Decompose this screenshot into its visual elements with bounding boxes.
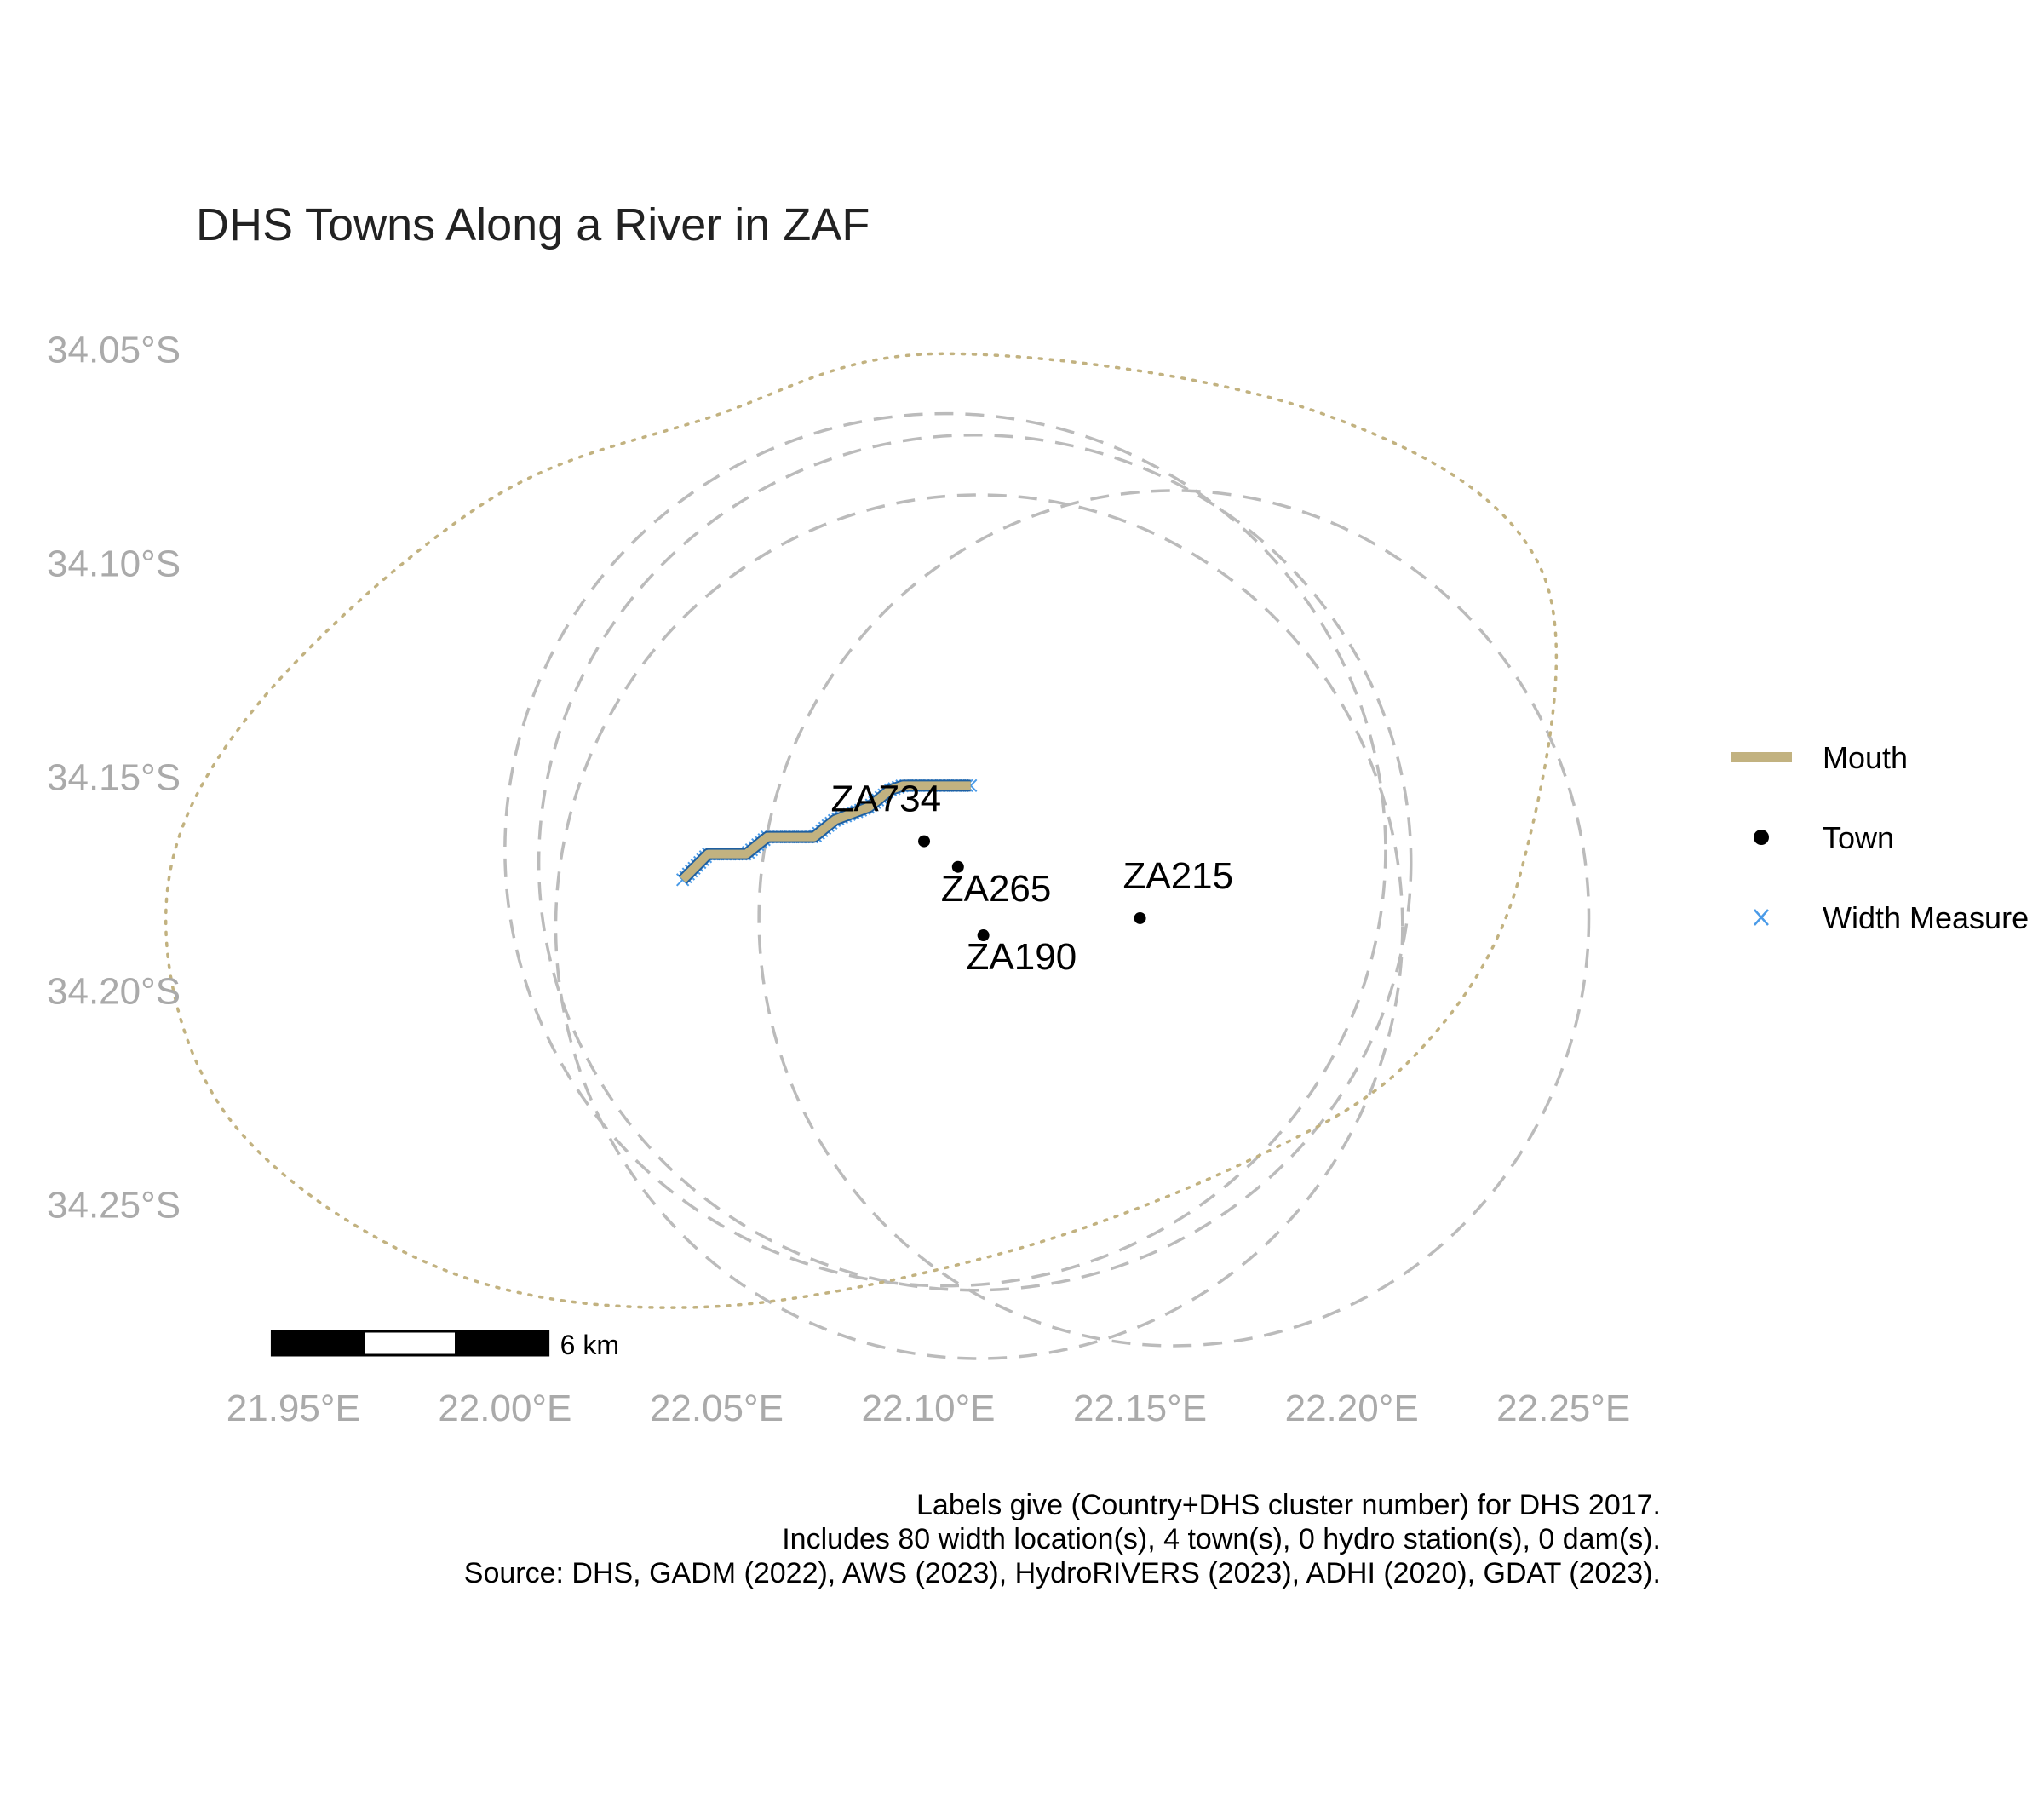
axis-layer: 21.95°E 22.00°E 22.05°E 22.10°E 22.15°E 22.20… [47, 329, 1630, 1429]
buffer-layer [164, 352, 1591, 1360]
towns-layer: ZA734 ZA265 ZA190 ZA215 [830, 778, 1233, 978]
town-point-za215 [1134, 911, 1146, 924]
town-buffer-circle-1 [503, 411, 1387, 1288]
town-buffer-circle-3 [554, 493, 1404, 1360]
scale-bar-segment [362, 1330, 458, 1357]
scale-bar-label: 6 km [560, 1330, 619, 1360]
town-label-za215: ZA215 [1122, 855, 1233, 897]
town-label-za734: ZA734 [830, 778, 941, 819]
town-label-za190: ZA190 [967, 936, 1077, 978]
x-tick-label: 21.95°E [227, 1388, 360, 1429]
legend-key-town-dot [1754, 830, 1769, 845]
legend: Mouth Town Width Measure [1731, 740, 2029, 935]
caption-line: Includes 80 width location(s), 4 town(s)… [782, 1523, 1661, 1555]
legend-label: Mouth [1823, 740, 1908, 775]
y-tick-label: 34.25°S [47, 1184, 181, 1226]
town-point-za734 [918, 835, 931, 848]
legend-label: Width Measure [1823, 900, 2029, 935]
x-tick-label: 22.10°E [861, 1388, 995, 1429]
caption-line: Source: DHS, GADM (2022), AWS (2023), Hy… [464, 1557, 1661, 1589]
x-tick-label: 22.20°E [1285, 1388, 1419, 1429]
town-point-za265 [951, 860, 964, 873]
scale-bar: 6 km [270, 1330, 619, 1360]
legend-label: Town [1823, 820, 1894, 855]
town-buffer-circle-2 [537, 433, 1413, 1292]
y-tick-label: 34.20°S [47, 970, 181, 1012]
x-tick-label: 22.05°E [650, 1388, 784, 1429]
legend-item-width: Width Measure [1754, 900, 2029, 935]
town-buffer-circle-4 [757, 489, 1591, 1348]
map-title: DHS Towns Along a River in ZAF [196, 199, 870, 250]
mouth-buffer-outline [164, 352, 1559, 1309]
y-tick-label: 34.15°S [47, 756, 181, 798]
caption: Labels give (Country+DHS cluster number)… [464, 1489, 1661, 1589]
scale-bar-segment [455, 1330, 550, 1357]
x-tick-label: 22.25°E [1496, 1388, 1630, 1429]
river-layer [675, 779, 978, 887]
town-point-za190 [977, 929, 990, 942]
legend-key-width-cross [1754, 909, 1769, 926]
town-label-za265: ZA265 [941, 868, 1052, 910]
scale-bar-segment [270, 1330, 365, 1357]
x-tick-label: 22.15°E [1073, 1388, 1207, 1429]
caption-line: Labels give (Country+DHS cluster number)… [916, 1489, 1661, 1521]
river-mouth-segment [680, 781, 971, 883]
y-tick-label: 34.10°S [47, 543, 181, 584]
y-tick-label: 34.05°S [47, 329, 181, 371]
legend-item-mouth: Mouth [1731, 740, 1908, 775]
x-tick-label: 22.00°E [438, 1388, 571, 1429]
legend-item-town: Town [1754, 820, 1894, 855]
